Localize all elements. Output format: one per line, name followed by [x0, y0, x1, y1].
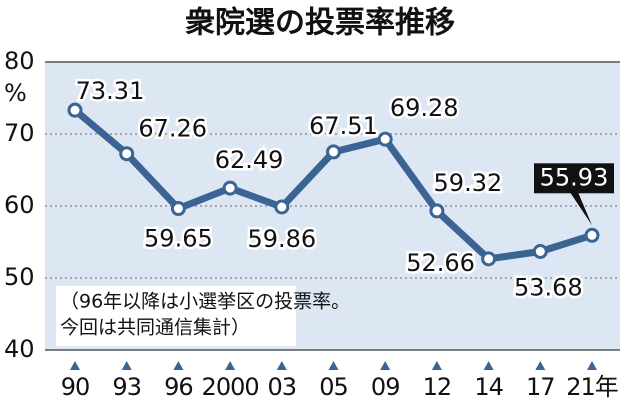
point: [532, 244, 548, 260]
x-tick-label: 09: [371, 373, 400, 401]
x-tick-label: 05: [319, 373, 348, 401]
y-tick-label: 40: [4, 335, 35, 363]
x-tick-label: 90: [61, 373, 90, 401]
callout-box: [534, 163, 614, 194]
point: [377, 131, 393, 147]
x-tick-label: 17: [526, 373, 555, 401]
x-tick-label: 2000: [202, 373, 259, 401]
x-tick-label: 96: [164, 373, 193, 401]
x-tick-marker: [328, 361, 339, 370]
y-tick-label: 70: [4, 119, 35, 147]
x-tick-marker: [276, 361, 287, 370]
value-label: 67.26: [138, 115, 207, 143]
x-tick-marker: [380, 361, 391, 370]
point: [274, 199, 290, 215]
value-label: 59.65: [144, 225, 213, 253]
point: [119, 146, 135, 162]
x-tick-marker: [431, 361, 442, 370]
note: （96年以降は小選挙区の投票率。: [60, 291, 350, 313]
x-tick-marker: [225, 361, 236, 370]
value-label: 73.31: [76, 77, 145, 105]
note: 今回は共同通信集計）: [60, 317, 250, 339]
value-label: 67.51: [309, 112, 378, 140]
point: [222, 180, 238, 196]
y-tick-label: 60: [4, 191, 35, 219]
x-tick-label: 03: [268, 373, 297, 401]
x-tick-label: 93: [112, 373, 141, 401]
point: [481, 251, 497, 267]
point: [326, 144, 341, 160]
point: [429, 203, 445, 219]
x-tick-marker: [587, 361, 597, 370]
y-tick-label: 80: [4, 47, 35, 75]
point: [67, 102, 83, 118]
x-tick-label: 12: [423, 373, 452, 401]
value-label: 62.49: [215, 146, 284, 174]
value-label: 59.32: [434, 169, 503, 197]
value-label: 59.86: [247, 225, 316, 253]
value-label: 69.28: [390, 94, 459, 122]
chart-title: 衆院選の投票率推移: [185, 6, 455, 41]
x-tick-marker: [121, 361, 132, 370]
callout-pointer: [570, 192, 592, 226]
note-box: [56, 286, 296, 346]
point: [170, 201, 186, 217]
x-tick-marker: [70, 361, 80, 370]
value-label: 53.68: [514, 274, 583, 302]
y-unit: %: [4, 79, 27, 107]
y-tick-label: 50: [4, 263, 35, 291]
x-tick-marker: [483, 361, 494, 370]
point: [584, 227, 600, 243]
x-tick-marker: [535, 361, 546, 370]
x-tick-label: 21年: [566, 373, 618, 401]
value-label: 55.93: [540, 163, 609, 191]
x-tick-marker: [173, 361, 184, 370]
value-label: 52.66: [406, 249, 475, 277]
x-tick-label: 14: [474, 373, 503, 401]
